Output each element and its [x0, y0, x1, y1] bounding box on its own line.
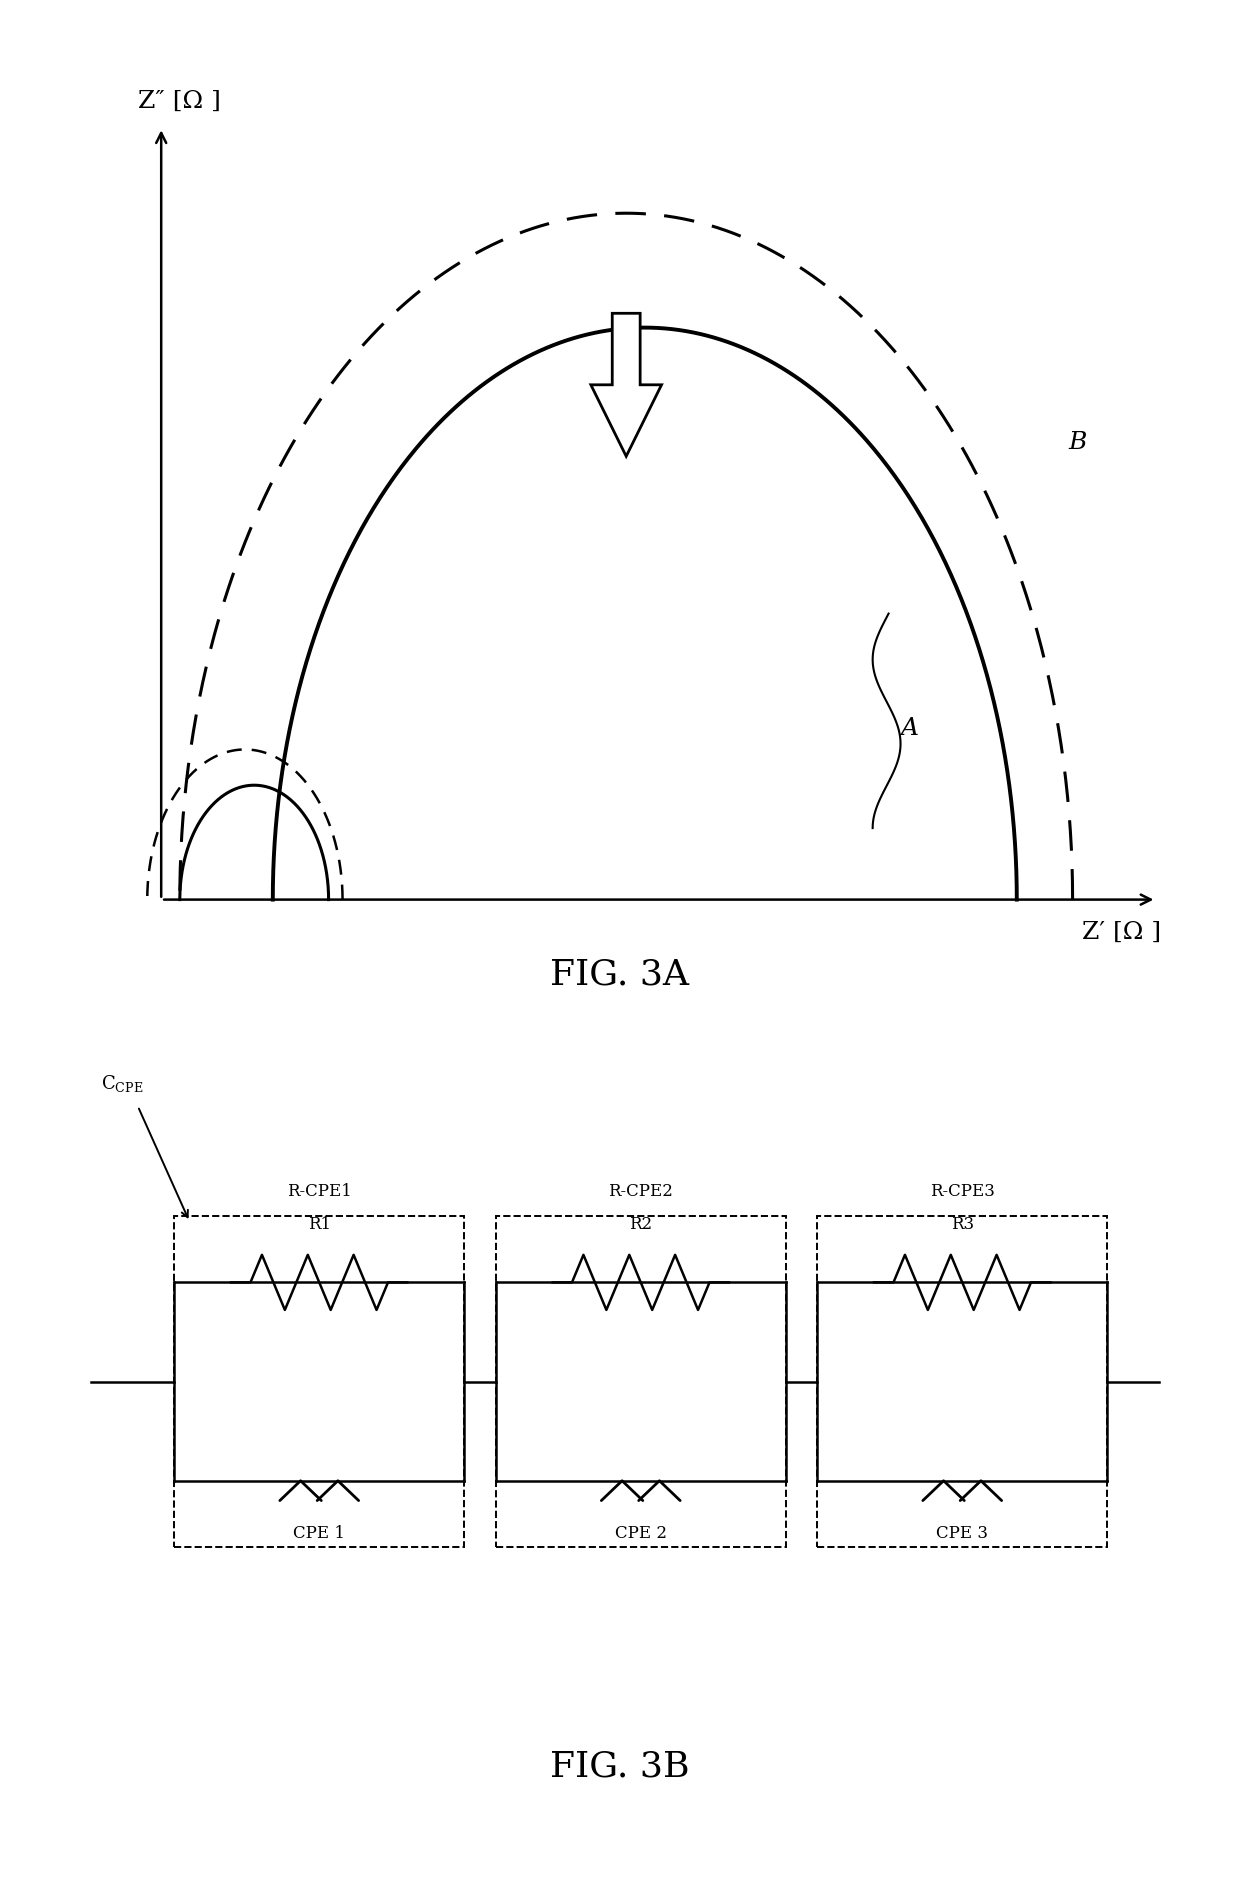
Text: R3: R3	[951, 1216, 973, 1233]
Text: Z′ [Ω ]: Z′ [Ω ]	[1081, 922, 1161, 944]
Text: FIG. 3B: FIG. 3B	[551, 1749, 689, 1783]
Text: R-CPE3: R-CPE3	[930, 1182, 994, 1199]
Text: CPE 3: CPE 3	[936, 1525, 988, 1542]
Text: CPE 2: CPE 2	[615, 1525, 667, 1542]
Text: R2: R2	[629, 1216, 652, 1233]
Text: $\mathregular{C_{CPE}}$: $\mathregular{C_{CPE}}$	[102, 1073, 144, 1093]
Polygon shape	[590, 313, 662, 456]
Bar	[174, 1216, 465, 1548]
Text: R1: R1	[308, 1216, 331, 1233]
Text: R-CPE2: R-CPE2	[609, 1182, 673, 1199]
Text: R-CPE1: R-CPE1	[286, 1182, 352, 1199]
Bar	[817, 1216, 1107, 1548]
Bar	[496, 1216, 786, 1548]
Text: FIG. 3A: FIG. 3A	[551, 958, 689, 992]
Text: A: A	[900, 716, 919, 739]
Text: B: B	[1068, 430, 1086, 454]
Text: Z″ [Ω ]: Z″ [Ω ]	[138, 90, 221, 113]
Text: CPE 1: CPE 1	[293, 1525, 345, 1542]
